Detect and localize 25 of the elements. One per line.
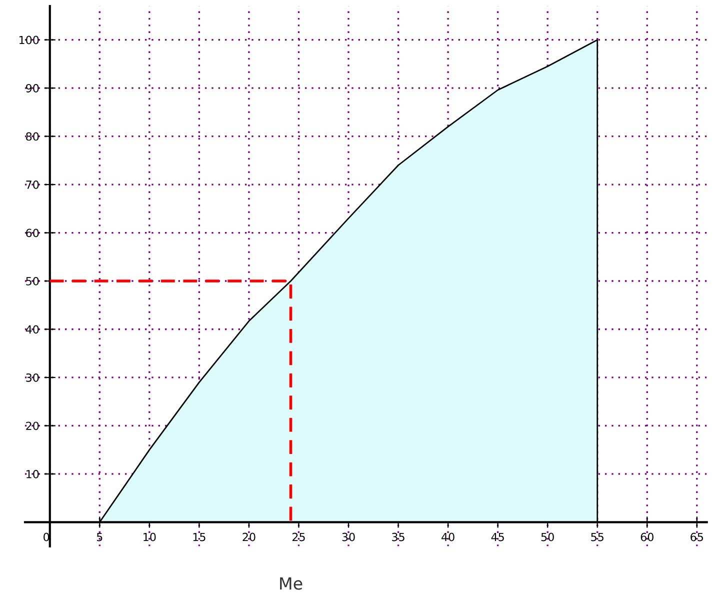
y-tick-label: 90 — [26, 84, 39, 92]
x-tick-label: 10 — [144, 532, 156, 542]
y-tick-label: 40 — [26, 325, 39, 334]
x-tick-label: 25 — [292, 532, 305, 542]
y-tick-label: 60 — [26, 228, 39, 238]
x-tick-label: 20 — [242, 532, 256, 542]
y-tick-label: 100 — [19, 36, 39, 44]
x-tick-label: 0 — [44, 532, 50, 542]
x-tick-label: 60 — [640, 532, 654, 542]
y-tick-label: 30 — [26, 373, 39, 382]
x-tick-label: 45 — [491, 532, 504, 542]
y-tick-label: 70 — [26, 180, 39, 189]
x-tick-label: 30 — [342, 532, 355, 542]
x-tick-label: 65 — [690, 532, 704, 542]
y-tick-label: 10 — [26, 470, 39, 478]
x-tick-label: 50 — [541, 532, 554, 542]
x-tick-label: 35 — [392, 532, 404, 542]
y-tick-label: 50 — [26, 276, 39, 286]
y-tick-label: 80 — [26, 132, 39, 141]
y-tick-label: 20 — [26, 422, 39, 430]
text: Me — [280, 577, 302, 590]
x-tick-label: 5 — [96, 532, 102, 542]
x-tick-label: 40 — [442, 532, 454, 542]
x-tick-label: 15 — [193, 532, 206, 542]
x-tick-label: 55 — [591, 532, 604, 542]
